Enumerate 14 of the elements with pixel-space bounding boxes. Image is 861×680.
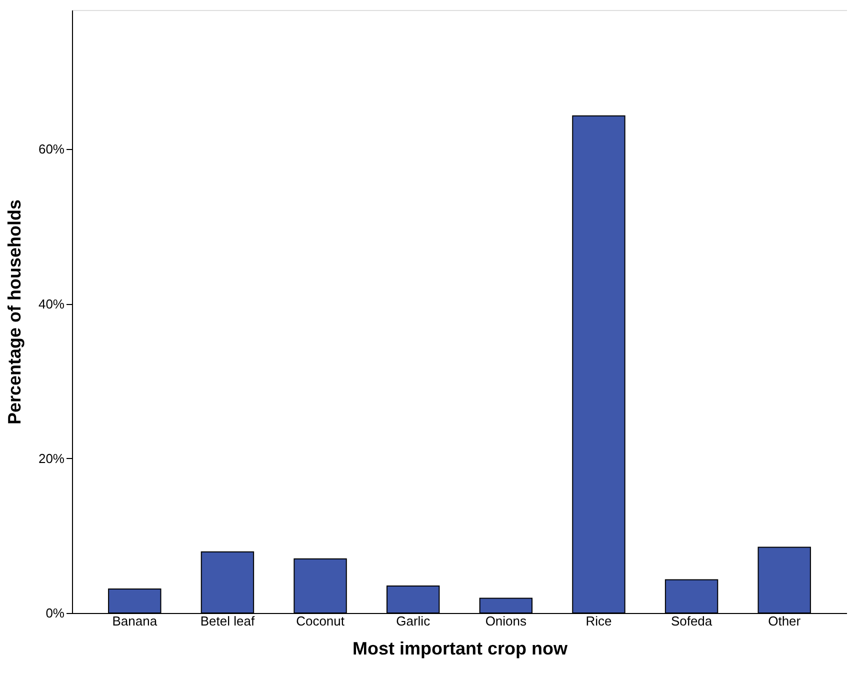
x-tick-label: Betel leaf bbox=[200, 614, 255, 628]
y-tick-label: 0% bbox=[46, 606, 65, 620]
y-tick-label: 60% bbox=[38, 142, 65, 157]
y-tick-label: 20% bbox=[38, 450, 65, 466]
y-tick-label: 40% bbox=[38, 296, 65, 312]
x-tick-label: Sofeda bbox=[670, 614, 713, 628]
x-tick-label: Other bbox=[768, 614, 802, 628]
x-tick-label: Banana bbox=[112, 614, 158, 628]
y-axis-title: Percentage of households bbox=[4, 199, 24, 425]
x-tick-label: Garlic bbox=[396, 614, 431, 628]
x-axis-title: Most important crop now bbox=[352, 638, 568, 658]
x-tick-label: Rice bbox=[586, 614, 612, 628]
x-tick-label: Coconut bbox=[296, 614, 345, 628]
x-tick-label: Onions bbox=[485, 614, 527, 628]
